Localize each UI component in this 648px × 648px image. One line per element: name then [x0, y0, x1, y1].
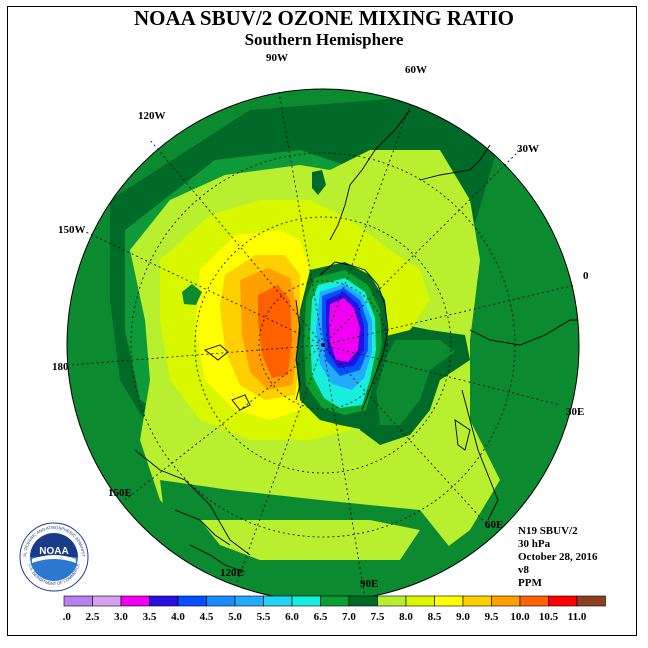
- colorbar-tick-label: 2.5: [86, 611, 100, 623]
- colorbar-swatch: [377, 595, 407, 607]
- colorbar-swatch: [576, 595, 606, 607]
- colorbar: 2.0 2.5 3.0 3.5 4.0 4.5 5.0 5.5 6.0 6.5 7.0 7.5 8.0 8…: [63, 595, 606, 623]
- colorbar-tick-label: 6.0: [285, 611, 299, 623]
- red-orange-core: [258, 285, 292, 378]
- lon-label-150w: 150W: [58, 224, 86, 236]
- logo-text: NOAA: [39, 546, 68, 557]
- lon-label-150e: 150E: [108, 487, 132, 499]
- longitude-labels: 90W 60W 30W 0 30E 60E 90E 120E 150E 180 150W 120W: [52, 52, 589, 590]
- lon-label-30w: 30W: [517, 143, 539, 155]
- info-instrument: N19 SBUV/2: [518, 525, 578, 537]
- noaa-logo: NOAA NATIONAL OCEANIC AND ATMOSPHERIC AD…: [18, 521, 89, 592]
- colorbar-swatch: [519, 595, 549, 607]
- colorbar-swatch: [462, 595, 492, 607]
- colorbar-swatch: [149, 595, 179, 607]
- colorbar-swatch: [434, 595, 464, 607]
- colorbar-tick-label: 2.0: [63, 611, 71, 623]
- colorbar-tick-label: 8.5: [428, 611, 442, 623]
- left-small-patch: [182, 284, 202, 305]
- colorbar-tick-label: 5.5: [257, 611, 271, 623]
- colorbar-swatch: [63, 595, 93, 607]
- coastlines: [134, 109, 578, 573]
- top-small-patch: [312, 170, 326, 195]
- colorbar-swatch: [263, 595, 293, 607]
- lon-label-60e: 60E: [485, 519, 503, 531]
- lon-label-30e: 30E: [566, 406, 584, 418]
- colorbar-tick-label: 3.5: [143, 611, 157, 623]
- info-units: PPM: [518, 577, 542, 589]
- colorbar-swatch: [320, 595, 350, 607]
- colorbar-tick-label: 5.0: [228, 611, 242, 623]
- colorbar-swatch: [491, 595, 521, 607]
- colorbar-boxes: [63, 595, 606, 607]
- lon-label-120w: 120W: [138, 110, 166, 122]
- colorbar-tick-label: 7.5: [371, 611, 385, 623]
- map-subtitle: Southern Hemisphere: [244, 30, 404, 49]
- colorbar-tick-label: 11.0: [568, 611, 587, 623]
- colorbar-swatch: [291, 595, 321, 607]
- ozone-field: [67, 89, 579, 601]
- colorbar-swatch: [234, 595, 264, 607]
- colorbar-tick-label: 7.0: [342, 611, 356, 623]
- colorbar-tick-label: 4.0: [171, 611, 185, 623]
- lon-label-90w: 90W: [266, 52, 288, 64]
- colorbar-swatch: [405, 595, 435, 607]
- hole-magenta-core: [329, 298, 360, 362]
- colorbar-tick-label: 9.0: [456, 611, 470, 623]
- colorbar-swatch: [348, 595, 378, 607]
- colorbar-tick-label: 10.5: [539, 611, 559, 623]
- graticule: [69, 91, 576, 599]
- bottom-lime: [200, 520, 420, 560]
- colorbar-tick-label: 3.0: [114, 611, 128, 623]
- colorbar-swatch: [548, 595, 578, 607]
- colorbar-swatch: [120, 595, 150, 607]
- lon-label-0: 0: [583, 270, 589, 282]
- colorbar-swatch: [206, 595, 236, 607]
- map-title: NOAA SBUV/2 OZONE MIXING RATIO: [134, 6, 514, 30]
- colorbar-tick-label: 9.5: [485, 611, 499, 623]
- info-level: 30 hPa: [518, 538, 551, 550]
- colorbar-tick-label: 4.5: [200, 611, 214, 623]
- colorbar-tick-label: 10.0: [510, 611, 530, 623]
- lon-label-90e: 90E: [360, 578, 378, 590]
- colorbar-labels: 2.0 2.5 3.0 3.5 4.0 4.5 5.0 5.5 6.0 6.5 7.0 7.5 8.0 8…: [63, 611, 587, 623]
- colorbar-swatch: [92, 595, 122, 607]
- colorbar-swatch: [177, 595, 207, 607]
- info-date: October 28, 2016: [518, 551, 598, 563]
- colorbar-tick-label: 6.5: [314, 611, 328, 623]
- info-block: N19 SBUV/2 30 hPa October 28, 2016 v8 PP…: [518, 525, 598, 590]
- lon-label-180: 180: [52, 361, 69, 373]
- lon-label-120e: 120E: [220, 567, 244, 579]
- lon-label-60w: 60W: [405, 64, 427, 76]
- colorbar-tick-label: 8.0: [399, 611, 413, 623]
- figure-frame: [7, 6, 637, 636]
- info-version: v8: [518, 564, 529, 576]
- green-right: [375, 340, 455, 425]
